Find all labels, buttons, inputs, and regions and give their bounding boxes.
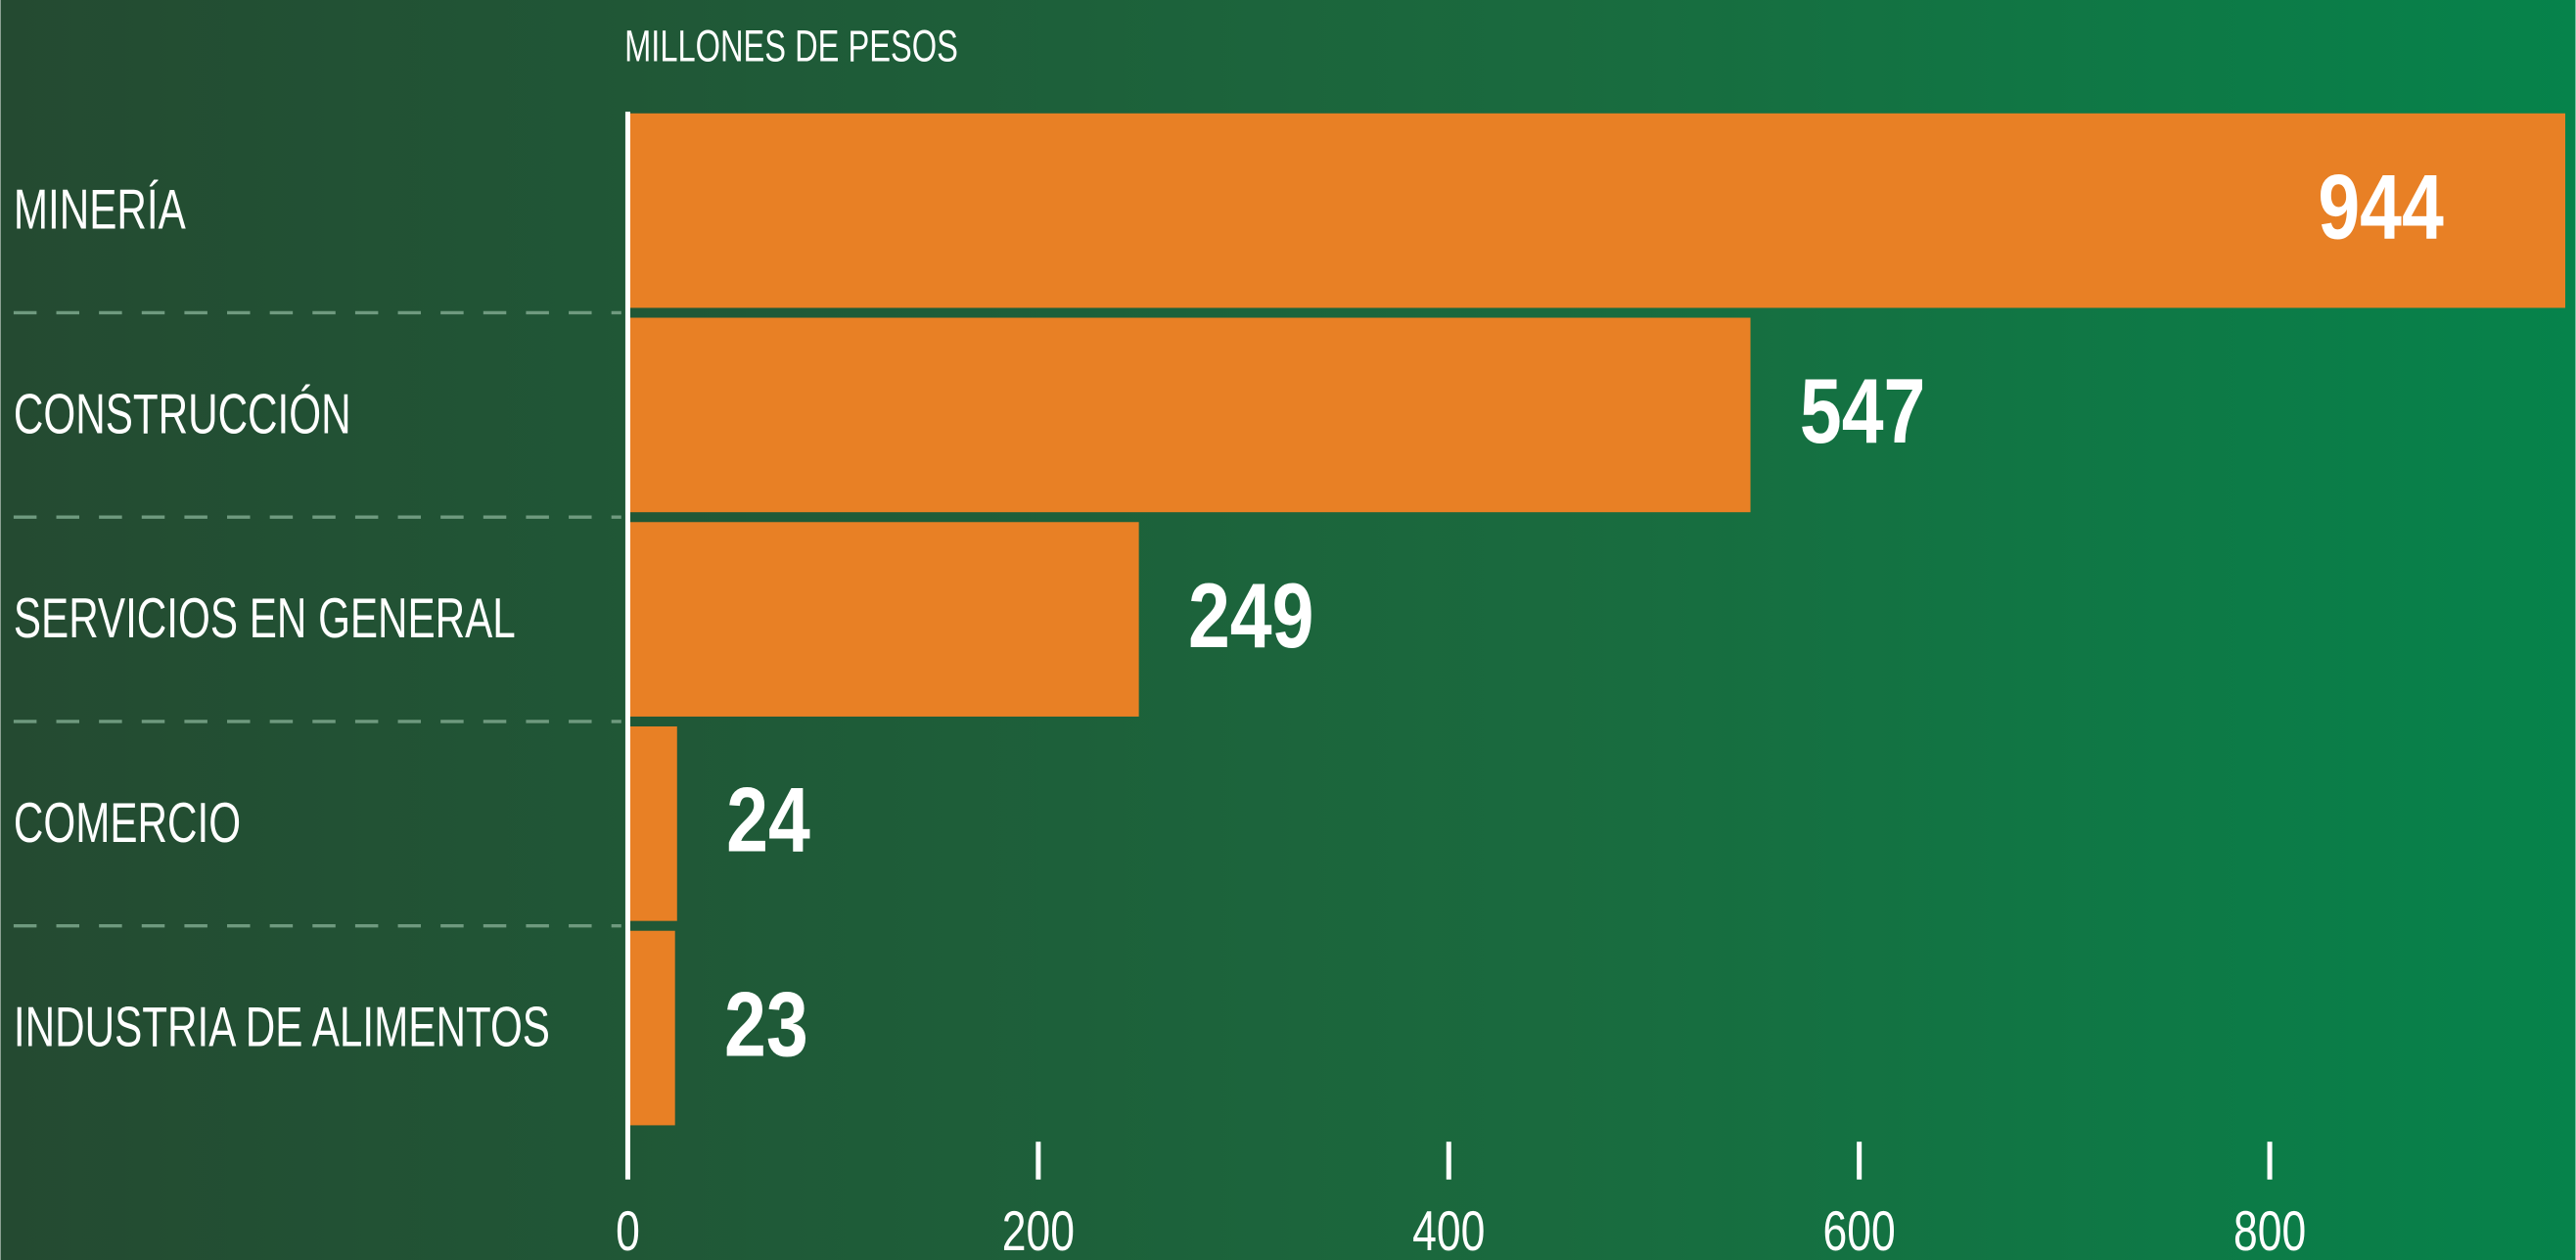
bar bbox=[627, 522, 1139, 717]
subtitle: MILLONES DE PESOS bbox=[624, 22, 958, 70]
category-label: SERVICIOS EN GENERAL bbox=[14, 587, 516, 650]
value-label: 23 bbox=[724, 973, 808, 1076]
value-label: 944 bbox=[2318, 156, 2444, 258]
bar bbox=[627, 113, 2566, 308]
x-tick-label: 600 bbox=[1823, 1200, 1896, 1260]
value-label: 24 bbox=[726, 769, 810, 871]
category-label: INDUSTRIA DE ALIMENTOS bbox=[14, 996, 550, 1058]
bar bbox=[627, 317, 1751, 513]
x-tick-label: 800 bbox=[2233, 1200, 2306, 1260]
x-tick-label: 0 bbox=[616, 1200, 640, 1260]
value-label: 249 bbox=[1188, 565, 1314, 668]
bar bbox=[627, 725, 677, 921]
value-label: 547 bbox=[1800, 360, 1926, 463]
category-label: MINERÍA bbox=[14, 178, 186, 241]
x-tick-label: 200 bbox=[1002, 1200, 1075, 1260]
category-label: COMERCIO bbox=[14, 792, 241, 855]
bar bbox=[627, 930, 675, 1126]
x-tick-label: 400 bbox=[1412, 1200, 1485, 1260]
category-label: CONSTRUCCIÓN bbox=[14, 383, 351, 445]
